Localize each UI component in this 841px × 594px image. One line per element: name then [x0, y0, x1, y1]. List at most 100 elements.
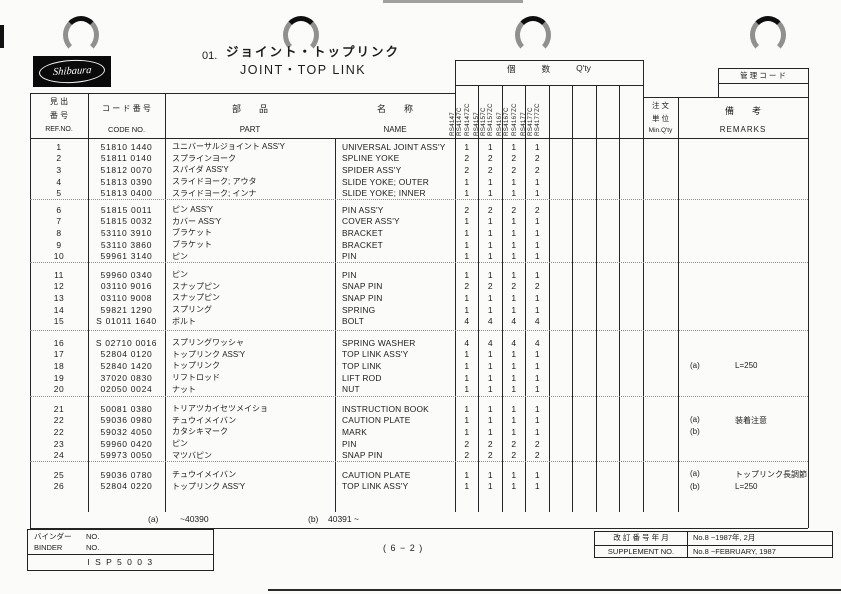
qty-model-label: RS4157C	[479, 107, 487, 136]
code-no-cell: 59036 0780	[100, 469, 153, 480]
table-row: 13 03110 9008 スナップピン SNAP PIN 1 1 1 1	[30, 292, 808, 304]
table-row: 4 51813 0390 スライドヨーク; アウタ SLIDE YOKE; OUTER…	[30, 176, 808, 188]
table-vline	[572, 85, 573, 512]
supplement-value-jp: No.8 −1987年, 2月	[693, 533, 756, 542]
qty-cell	[549, 404, 573, 414]
footnote-a-range: ~40390	[180, 514, 209, 524]
binder-label-jp-no: NO.	[86, 532, 100, 541]
qty-cell	[573, 240, 597, 250]
table-row: 23 59960 0420 ピン PIN 2 2 2 2	[30, 438, 808, 450]
qty-cell	[596, 251, 620, 261]
code-no-cell: 53110 3860	[100, 239, 153, 250]
qty-cell	[596, 188, 620, 198]
qty-cells: 1 1 1 1	[455, 240, 643, 250]
table-row: 10 59961 3140 ピン PIN 1 1 1 1	[30, 250, 808, 262]
qty-cell	[596, 427, 620, 437]
qty-cell	[573, 481, 597, 491]
code-no-cell: 59036 0980	[100, 415, 153, 426]
ref-no-cell: 18	[53, 360, 65, 371]
qty-cells: 2 2 2 2	[455, 153, 643, 163]
part-name-jp-cell: スナップピン	[172, 293, 220, 303]
code-no-cell: 53110 3910	[100, 227, 153, 238]
qty-cell: 1	[534, 469, 540, 480]
qty-cell: 4	[487, 316, 493, 327]
qty-cell	[596, 142, 620, 152]
qty-cell	[596, 450, 620, 460]
qty-cell	[620, 404, 644, 414]
ref-no-cell: 24	[53, 450, 65, 461]
qty-cells: 4 4 4 4	[455, 338, 643, 348]
qty-cell	[573, 228, 597, 238]
qty-cell: 1	[487, 415, 493, 426]
qty-cell	[596, 349, 620, 359]
qty-cells: 1 1 1 1	[455, 373, 643, 383]
qty-cell	[549, 305, 573, 315]
qty-cell: 1	[487, 251, 493, 262]
qty-cell: 1	[511, 372, 517, 383]
qty-cell: 1	[511, 360, 517, 371]
qty-cell: 1	[487, 227, 493, 238]
qty-model-labels: RS4147 RS4147C RS4147ZC RS4157 RS4157C RS4157…	[449, 85, 643, 138]
qty-cell: 1	[487, 176, 493, 187]
qty-cell	[549, 270, 573, 280]
ref-no-cell: 12	[53, 281, 65, 292]
qty-cell	[596, 205, 620, 215]
qty-cell: 1	[534, 481, 540, 492]
ref-no-cell: 22	[53, 426, 65, 437]
ref-no-cell: 20	[53, 384, 65, 395]
qty-cell: 1	[487, 481, 493, 492]
qty-cell: 1	[487, 141, 493, 152]
table-vline	[525, 85, 526, 512]
table-hline	[455, 60, 643, 61]
code-no-cell: 37020 0830	[100, 372, 153, 383]
part-name-jp-cell: ブラケット	[172, 228, 212, 238]
part-name-en-cell: SNAP PIN	[342, 450, 383, 461]
table-vline	[335, 138, 336, 512]
qty-cell	[620, 177, 644, 187]
qty-cell: 1	[511, 251, 517, 262]
qty-model-label: RS4167ZC	[510, 103, 518, 136]
qty-cell: 2	[534, 153, 540, 164]
qty-cell: 1	[464, 176, 470, 187]
code-no-cell: 59032 4050	[100, 426, 153, 437]
qty-cell	[549, 165, 573, 175]
qty-cell: 1	[534, 384, 540, 395]
qty-cell	[549, 188, 573, 198]
part-name-en-cell: TOP LINK	[342, 360, 382, 371]
qty-cell	[596, 373, 620, 383]
row-group: 25 59036 0780 チュウイメイバン CAUTION PLATE 1 1 1 1 (a)…	[30, 461, 808, 510]
ref-no-cell: 4	[56, 176, 62, 187]
part-name-en-cell: SPLINE YOKE	[342, 153, 400, 164]
part-name-en-cell: SLIDE YOKE; INNER	[342, 188, 426, 199]
qty-cell: 1	[534, 216, 540, 227]
part-name-jp-cell: マツバピン	[172, 450, 212, 460]
qty-cell: 2	[487, 438, 493, 449]
qty-cell: 1	[464, 251, 470, 262]
qty-cell	[596, 415, 620, 425]
qty-cell: 2	[464, 281, 470, 292]
header-minqty-en: Min.Q'ty	[648, 127, 673, 134]
ref-no-cell: 3	[56, 164, 62, 175]
qty-cell	[573, 316, 597, 326]
code-no-cell: 59821 1290	[100, 304, 153, 315]
qty-cells: 4 4 4 4	[455, 316, 643, 326]
qty-cell	[549, 373, 573, 383]
part-name-jp-cell: スプリングワッシャ	[172, 338, 244, 348]
table-row: 11 59960 0340 ピン PIN 1 1 1 1	[30, 269, 808, 281]
ref-no-cell: 10	[53, 251, 65, 262]
ref-no-cell: 9	[56, 239, 62, 250]
qty-cell: 4	[534, 316, 540, 327]
qty-cell	[573, 361, 597, 371]
qty-cell: 1	[464, 141, 470, 152]
qty-cell	[620, 165, 644, 175]
header-code-en: CODE NO.	[107, 125, 146, 134]
logo-oval: Shibaura	[38, 58, 106, 85]
qty-cell	[620, 415, 644, 425]
code-no-cell: 51811 0140	[100, 153, 153, 164]
remark-tag: (b)	[690, 427, 700, 437]
table-row: 25 59036 0780 チュウイメイバン CAUTION PLATE 1 1 1 1 (a)…	[30, 469, 808, 481]
qty-cells: 1 1 1 1	[455, 481, 643, 491]
qty-cell: 1	[464, 403, 470, 414]
qty-cell	[549, 228, 573, 238]
part-name-jp-cell: カバー ASS'Y	[172, 216, 222, 226]
